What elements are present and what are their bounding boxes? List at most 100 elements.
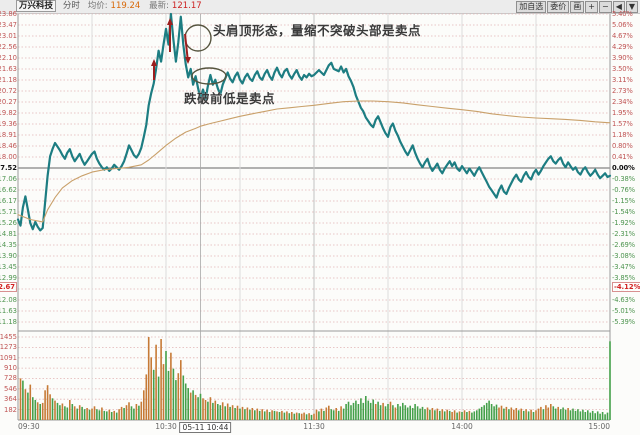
price-axis-label: 122.10 [0,54,17,62]
period-label[interactable]: 分时 [62,1,80,11]
volume-bar [562,407,564,420]
volume-bar [291,412,293,420]
volume-bar [337,410,340,420]
volume-bar [404,405,407,420]
volume-bar [367,400,370,420]
volume-bar [118,409,120,420]
volume-bar [310,414,313,420]
volume-bar [525,409,527,420]
volume-bar [372,399,374,420]
volume-bar [609,341,611,420]
volume-bar [59,405,61,420]
volume-bar [604,414,606,420]
volume-bar [165,351,167,420]
volume-axis-label: 546 [4,384,17,393]
volume-bar [320,408,323,420]
volume-bar [572,408,574,420]
volume-bar [189,392,192,420]
price-axis-label: 115.26 [0,219,17,227]
volume-bar [606,412,609,420]
volume-bar [29,384,32,420]
volume-bar [503,408,505,420]
volume-bar [91,408,93,420]
price-axis-label: 123.47 [0,21,17,29]
toolbar-button-1[interactable]: 委价 [547,1,570,13]
volume-bar [315,409,318,420]
volume-bar [96,409,98,420]
volume-bar [103,410,106,420]
volume-bar [172,368,175,420]
avg-price-label: 均价: [87,1,108,11]
volume-bar [552,406,555,420]
volume-bar [365,396,367,420]
volume-bar [300,413,303,420]
low-price-marker: 112.67 [0,281,17,292]
volume-bar [19,378,22,420]
volume-bar [328,405,330,420]
volume-bar [347,401,350,420]
volume-bar [36,402,39,420]
price-axis-label: 123.01 [0,32,17,40]
volume-bar [295,412,298,420]
volume-bar [540,406,542,420]
volume-bar [332,410,335,420]
volume-bar [106,411,108,420]
toolbar-button-5[interactable]: ◀ [612,1,625,13]
volume-bar [51,398,54,420]
price-axis-label: 120.72 [0,87,17,95]
volume-axis-label: 364 [4,395,17,404]
volume-bar [133,408,135,420]
volume-bar [202,398,204,420]
volume-bar [495,404,498,420]
toolbar-button-0[interactable]: 加自选 [516,1,547,13]
volume-bar [402,402,404,420]
price-axis-label: 113.45 [0,263,17,271]
volume-bar [520,408,522,420]
toolbar-button-6[interactable]: ▼ [625,1,638,13]
price-axis-label: 113.90 [0,252,17,260]
volume-bar [34,400,37,420]
time-axis-label: 15:00 [588,422,610,431]
volume-bar [298,413,300,420]
pct-axis-label: 0.00% [612,164,635,172]
volume-bar [584,412,587,420]
price-axis-label: 112.08 [0,296,17,304]
volume-bar [41,402,44,420]
volume-bar [451,412,453,420]
time-axis-label: 10:30 [155,422,177,431]
last-price-label: 最新: [149,1,170,11]
volume-bar [537,408,540,420]
volume-bar [355,400,357,420]
volume-bar [591,410,594,420]
pct-axis-label: 2.73% [612,87,633,95]
stock-name: 万兴科技 [16,0,57,12]
annotation-head-shoulders: 头肩顶形态，量缩不突破头部是卖点 [213,23,422,38]
volume-bar [39,404,41,420]
volume-bar [535,410,537,420]
pct-axis-label: -1.92% [612,219,635,227]
volume-bar [123,408,125,420]
volume-bar [485,402,488,420]
volume-bar [281,410,283,420]
volume-bar [508,409,510,420]
volume-bar [24,389,27,420]
toolbar-button-2[interactable]: 画 [570,1,585,13]
toolbar-button-3[interactable]: + [585,1,598,13]
volume-bar [559,409,562,420]
volume-bar [342,408,345,420]
volume-bar [266,409,268,420]
price-axis-label: 118.00 [0,153,17,161]
volume-bar [448,410,451,420]
volume-bar [532,412,535,420]
toolbar-button-4[interactable]: − [598,1,612,13]
volume-bar [130,406,133,420]
price-axis-label: 118.91 [0,131,17,139]
volume-bar [254,410,256,420]
price-axis-label: 116.62 [0,186,17,194]
price-axis-label: 119.36 [0,120,17,128]
volume-bar [44,390,46,420]
volume-bar [214,400,217,420]
volume-bar [323,410,325,420]
volume-bar [73,406,76,420]
